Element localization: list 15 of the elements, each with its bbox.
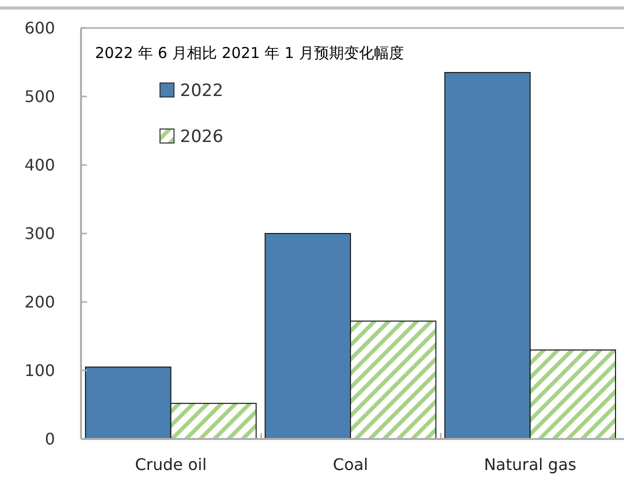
- y-tick-label: 600: [24, 18, 55, 38]
- y-tick-label: 300: [24, 224, 55, 244]
- y-tick-label: 400: [24, 156, 55, 175]
- y-tick-label: 500: [24, 87, 55, 106]
- y-tick-label: 100: [24, 361, 55, 380]
- bar: [84, 366, 172, 440]
- y-tick-label: 0: [44, 430, 55, 449]
- legend-label: 2022: [180, 80, 224, 101]
- bar: [444, 72, 531, 440]
- x-tick-label: Crude oil: [135, 455, 207, 474]
- x-tick-label: Coal: [332, 455, 368, 474]
- text: 2022 年 6 月相比 2021 年 1 月预期变化幅度: [95, 44, 404, 62]
- x-tick-label: Natural gas: [484, 455, 576, 474]
- legend-label: 2026: [180, 126, 224, 147]
- y-tick-label: 200: [24, 292, 55, 312]
